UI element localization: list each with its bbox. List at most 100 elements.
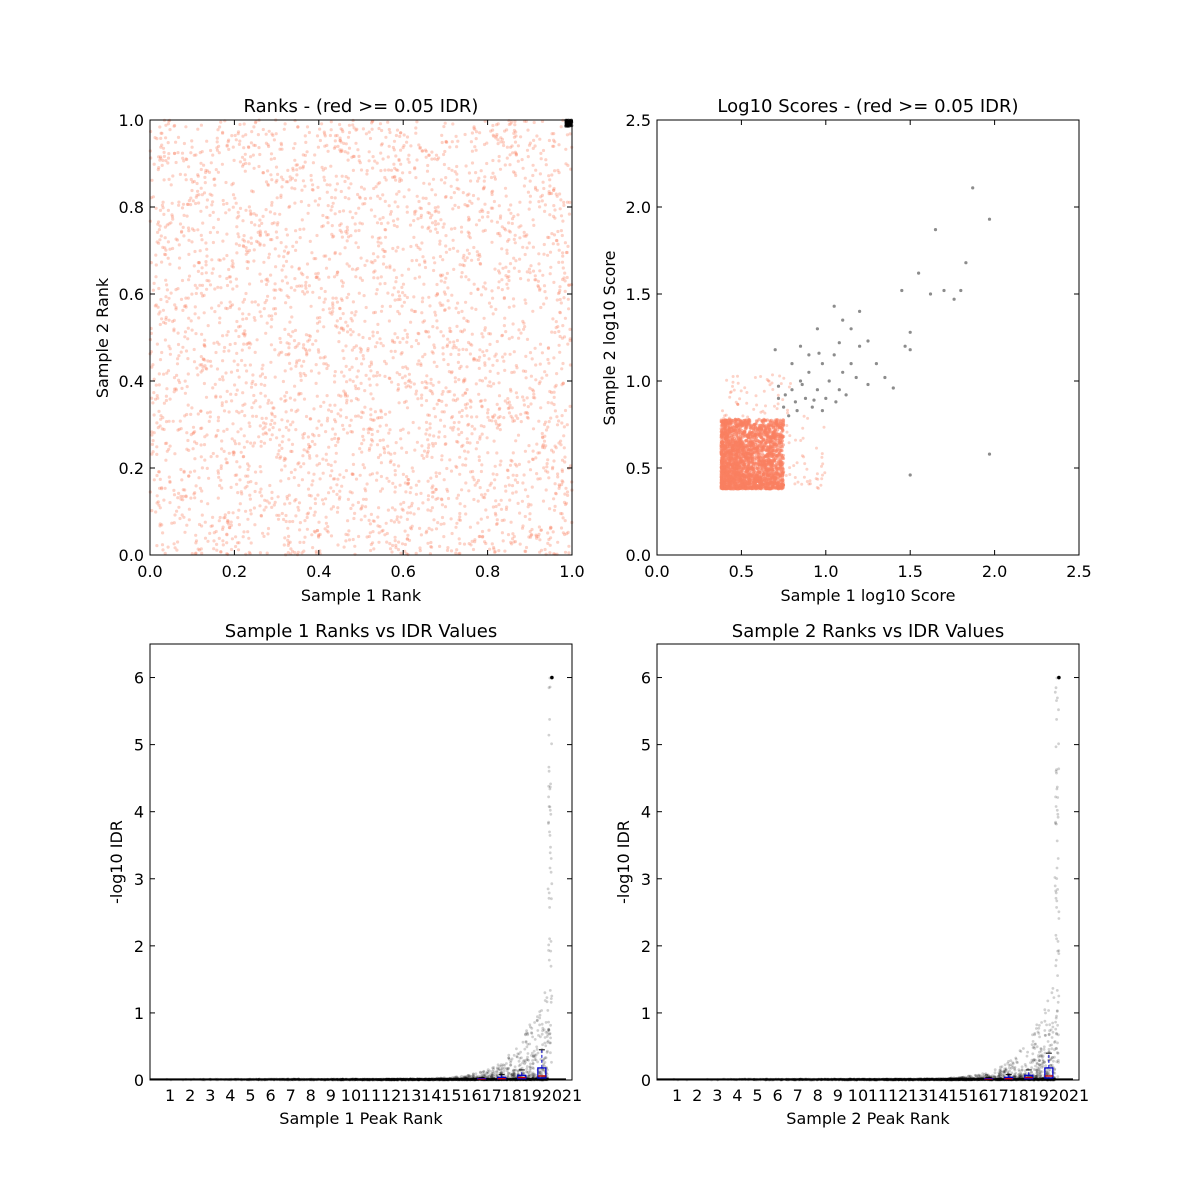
ranks-fail-point	[189, 177, 193, 182]
ranks-fail-point	[284, 227, 288, 231]
ranks-fail-point	[311, 183, 315, 187]
ranks-fail-point	[176, 496, 180, 500]
ranks-fail-point	[514, 259, 518, 263]
ranks-fail-point	[287, 346, 291, 350]
ranks-fail-point	[499, 507, 504, 511]
ranks-fail-point	[263, 375, 267, 380]
ranks-fail-point	[157, 383, 161, 387]
ranks-fail-point	[174, 388, 178, 392]
ranks-fail-point	[414, 483, 418, 487]
ranks-fail-point	[427, 443, 431, 447]
ranks-fail-point	[189, 433, 193, 437]
ranks-fail-point	[326, 221, 330, 225]
ranks-fail-point	[538, 269, 542, 273]
ranks-fail-point	[337, 497, 341, 501]
ranks-fail-point	[513, 233, 517, 237]
ranks-fail-point	[558, 297, 562, 302]
ranks-fail-point	[394, 154, 398, 158]
ranks-fail-point	[249, 241, 253, 245]
ranks-fail-point	[318, 320, 322, 324]
ranks-fail-point	[217, 151, 221, 155]
ranks-fail-point	[370, 127, 374, 131]
ranks-fail-point	[414, 126, 418, 130]
ranks-fail-point	[437, 435, 441, 439]
ranks-fail-point	[389, 459, 393, 463]
ranks-fail-point	[426, 446, 430, 450]
ranks-fail-point	[567, 212, 572, 216]
ranks-fail-point	[174, 387, 178, 391]
ranks-fail-point	[168, 247, 172, 251]
ranks-fail-point	[349, 182, 353, 186]
ranks-fail-point	[386, 444, 390, 448]
ranks-fail-point	[546, 458, 550, 462]
ranks-fail-point	[166, 240, 170, 244]
ranks-fail-point	[386, 221, 390, 225]
ranks-fail-point	[456, 427, 460, 431]
ranks-fail-point	[379, 151, 383, 155]
ranks-fail-point	[428, 389, 432, 393]
ranks-fail-point	[397, 157, 401, 162]
ranks-fail-point	[187, 238, 191, 242]
ranks-fail-point	[506, 397, 510, 401]
ranks-fail-point	[372, 519, 376, 523]
ranks-fail-point	[452, 340, 456, 344]
ranks-fail-point	[287, 477, 291, 481]
ranks-fail-point	[289, 334, 293, 338]
ranks-fail-point	[164, 159, 168, 163]
ranks-fail-point	[253, 318, 257, 322]
ranks-fail-point	[365, 535, 369, 539]
ranks-fail-point	[301, 273, 305, 277]
ranks-fail-point	[559, 229, 564, 233]
ranks-fail-point	[250, 130, 254, 134]
ranks-fail-point	[184, 178, 188, 182]
ranks-fail-point	[491, 505, 495, 509]
ranks-fail-point	[186, 226, 191, 230]
ranks-fail-point	[347, 186, 351, 190]
ranks-fail-point	[440, 392, 444, 396]
ranks-fail-point	[560, 469, 565, 474]
ranks-fail-point	[355, 127, 359, 131]
ranks-fail-point	[314, 275, 318, 279]
ranks-fail-point	[417, 426, 421, 430]
ranks-fail-point	[470, 149, 474, 153]
ranks-fail-point	[188, 470, 192, 474]
ranks-fail-point	[210, 203, 214, 207]
ranks-fail-point	[253, 489, 257, 494]
ranks-fail-point	[421, 320, 425, 324]
ranks-fail-point	[525, 148, 530, 152]
ranks-fail-point	[541, 148, 546, 153]
ranks-fail-point	[302, 431, 307, 436]
ranks-fail-point	[307, 130, 311, 135]
ranks-fail-point	[458, 472, 462, 476]
ranks-fail-point	[491, 123, 495, 128]
ranks-fail-point	[216, 170, 220, 174]
ranks-fail-point	[381, 216, 385, 220]
ranks-fail-point	[309, 369, 313, 373]
ranks-fail-point	[155, 342, 159, 346]
ranks-fail-point	[472, 497, 476, 502]
ranks-fail-point	[362, 187, 366, 191]
ranks-fail-point	[548, 551, 552, 555]
ranks-fail-point	[384, 135, 388, 139]
ranks-fail-point	[346, 235, 351, 239]
ranks-fail-point	[468, 398, 472, 402]
ranks-panel: Ranks - (red >= 0.05 IDR) Sample 1 Rank …	[93, 96, 585, 605]
ranks-fail-point	[387, 376, 391, 380]
ranks-fail-point	[351, 168, 355, 172]
ranks-fail-point	[310, 483, 314, 487]
ranks-fail-point	[205, 254, 209, 258]
ranks-fail-point	[313, 510, 317, 514]
ranks-fail-point	[171, 174, 175, 178]
ranks-fail-point	[498, 406, 502, 410]
ranks-fail-point	[502, 324, 506, 328]
ranks-fail-point	[198, 151, 202, 155]
ranks-fail-point	[449, 517, 453, 521]
ranks-fail-point	[237, 442, 241, 446]
ranks-fail-point	[241, 134, 245, 138]
ranks-fail-point	[456, 301, 460, 305]
ranks-fail-point	[203, 358, 207, 362]
ranks-fail-point	[365, 172, 369, 176]
ranks-fail-point	[559, 439, 563, 443]
ranks-fail-point	[242, 122, 246, 126]
ranks-fail-point	[231, 451, 235, 455]
